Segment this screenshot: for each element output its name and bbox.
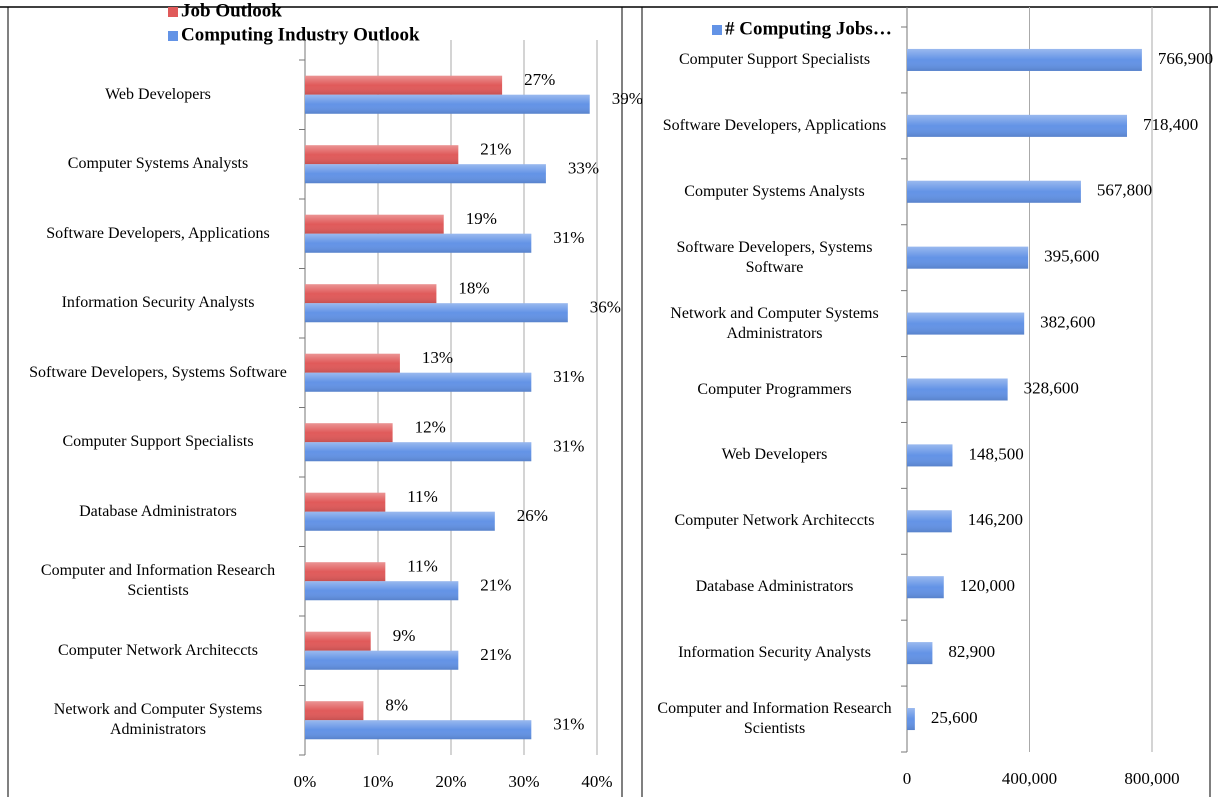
data-label: 31% xyxy=(553,715,584,734)
data-label: 27% xyxy=(524,70,555,89)
y-tick-label: Information Security Analysts xyxy=(678,644,871,662)
data-label: 718,400 xyxy=(1143,115,1198,134)
bar-shade xyxy=(907,180,1081,203)
y-tick-label: Software Developers, Applications xyxy=(46,224,270,242)
y-tick-label: Computer and Information Research Scient… xyxy=(40,562,276,600)
data-label: 766,900 xyxy=(1158,49,1213,68)
x-tick-label: 10% xyxy=(362,772,393,791)
data-label: 31% xyxy=(553,367,584,386)
x-tick-label: 20% xyxy=(435,772,466,791)
bar-shade xyxy=(305,650,459,670)
legend-label: Computing Industry Outlook xyxy=(181,24,420,45)
data-label: 567,800 xyxy=(1097,181,1152,200)
bar-shade xyxy=(305,492,386,512)
bar-shade xyxy=(305,581,459,601)
y-tick-label: Web Developers xyxy=(721,446,828,464)
bar-shade xyxy=(907,114,1128,137)
bar-shade xyxy=(907,312,1025,335)
bar-shade xyxy=(305,233,532,253)
data-label: 25,600 xyxy=(931,708,978,727)
data-label: 82,900 xyxy=(948,642,995,661)
y-tick-label: Web Developers xyxy=(105,85,211,103)
bar-shade xyxy=(305,214,444,234)
data-label: 18% xyxy=(458,279,489,298)
bar-shade xyxy=(305,372,532,392)
data-label: 11% xyxy=(407,557,438,576)
legend-swatch xyxy=(168,31,178,41)
y-tick-label: Network and Computer Systems Administrat… xyxy=(53,701,263,739)
y-tick-label: Computer and Information Research Scient… xyxy=(657,700,892,738)
bar-shade xyxy=(305,303,568,323)
data-label: 33% xyxy=(568,159,599,178)
x-tick-label: 400,000 xyxy=(1002,769,1057,788)
bar-shade xyxy=(305,284,437,304)
data-label: 120,000 xyxy=(960,576,1015,595)
data-label: 11% xyxy=(407,487,438,506)
y-tick-label: Software Developers, Systems Software xyxy=(676,238,873,276)
data-label: 26% xyxy=(517,506,548,525)
data-label: 31% xyxy=(553,228,584,247)
y-tick-label: Software Developers, Applications xyxy=(662,116,887,134)
data-label: 12% xyxy=(415,418,446,437)
bar-shade xyxy=(907,642,933,665)
bar-shade xyxy=(907,378,1008,401)
y-tick-label: Database Administrators xyxy=(79,502,237,520)
bar-shade xyxy=(305,720,532,740)
bar-shade xyxy=(907,246,1029,269)
data-label: 8% xyxy=(385,696,408,715)
data-label: 382,600 xyxy=(1040,312,1095,331)
data-label: 146,200 xyxy=(968,510,1023,529)
data-label: 328,600 xyxy=(1024,378,1079,397)
data-label: 148,500 xyxy=(968,444,1023,463)
bar-shade xyxy=(305,511,495,531)
bar-shade xyxy=(907,444,953,467)
y-tick-label: Computer Support Specialists xyxy=(62,433,254,451)
data-label: 13% xyxy=(422,348,453,367)
data-label: 9% xyxy=(393,626,416,645)
data-label: 21% xyxy=(480,140,511,159)
legend-label: # Computing Jobs… xyxy=(725,18,892,39)
y-tick-label: Network and Computer Systems Administrat… xyxy=(670,304,879,342)
data-label: 21% xyxy=(480,576,511,595)
bar-shade xyxy=(907,510,952,533)
legend-label: Job Outlook xyxy=(181,0,282,21)
bar-shade xyxy=(305,75,503,95)
y-tick-label: Computer Support Specialists xyxy=(678,50,871,68)
y-tick-label: Computer Network Architeccts xyxy=(58,641,258,659)
x-tick-label: 800,000 xyxy=(1124,769,1179,788)
bar-shade xyxy=(305,631,371,651)
data-label: 21% xyxy=(480,645,511,664)
x-tick-label: 0% xyxy=(294,772,317,791)
bar-shade xyxy=(305,164,546,184)
y-tick-label: Computer Systems Analysts xyxy=(67,155,249,173)
bar-shade xyxy=(305,423,393,443)
x-tick-label: 0 xyxy=(903,769,912,788)
y-tick-label: Computer Network Architeccts xyxy=(674,512,875,530)
bar-shade xyxy=(907,576,944,599)
x-tick-label: 30% xyxy=(508,772,539,791)
data-label: 395,600 xyxy=(1044,247,1099,266)
legend-swatch xyxy=(712,25,722,35)
legend-swatch xyxy=(168,7,178,17)
bar-shade xyxy=(305,562,386,582)
bar-shade xyxy=(305,145,459,165)
y-tick-label: Software Developers, Systems Software xyxy=(29,363,287,381)
data-label: 31% xyxy=(553,437,584,456)
bar-shade xyxy=(907,48,1142,71)
data-label: 36% xyxy=(590,298,621,317)
bar-shade xyxy=(907,708,915,731)
y-tick-label: Database Administrators xyxy=(695,578,854,596)
bar-shade xyxy=(305,353,400,373)
y-tick-label: Computer Programmers xyxy=(697,380,852,398)
data-label: 39% xyxy=(612,89,643,108)
bar-shade xyxy=(305,442,532,462)
bar-shade xyxy=(305,701,364,721)
data-label: 19% xyxy=(466,209,497,228)
x-tick-label: 40% xyxy=(581,772,612,791)
y-tick-label: Information Security Analysts xyxy=(61,294,255,312)
bar-shade xyxy=(305,94,590,114)
y-tick-label: Computer Systems Analysts xyxy=(684,182,865,200)
